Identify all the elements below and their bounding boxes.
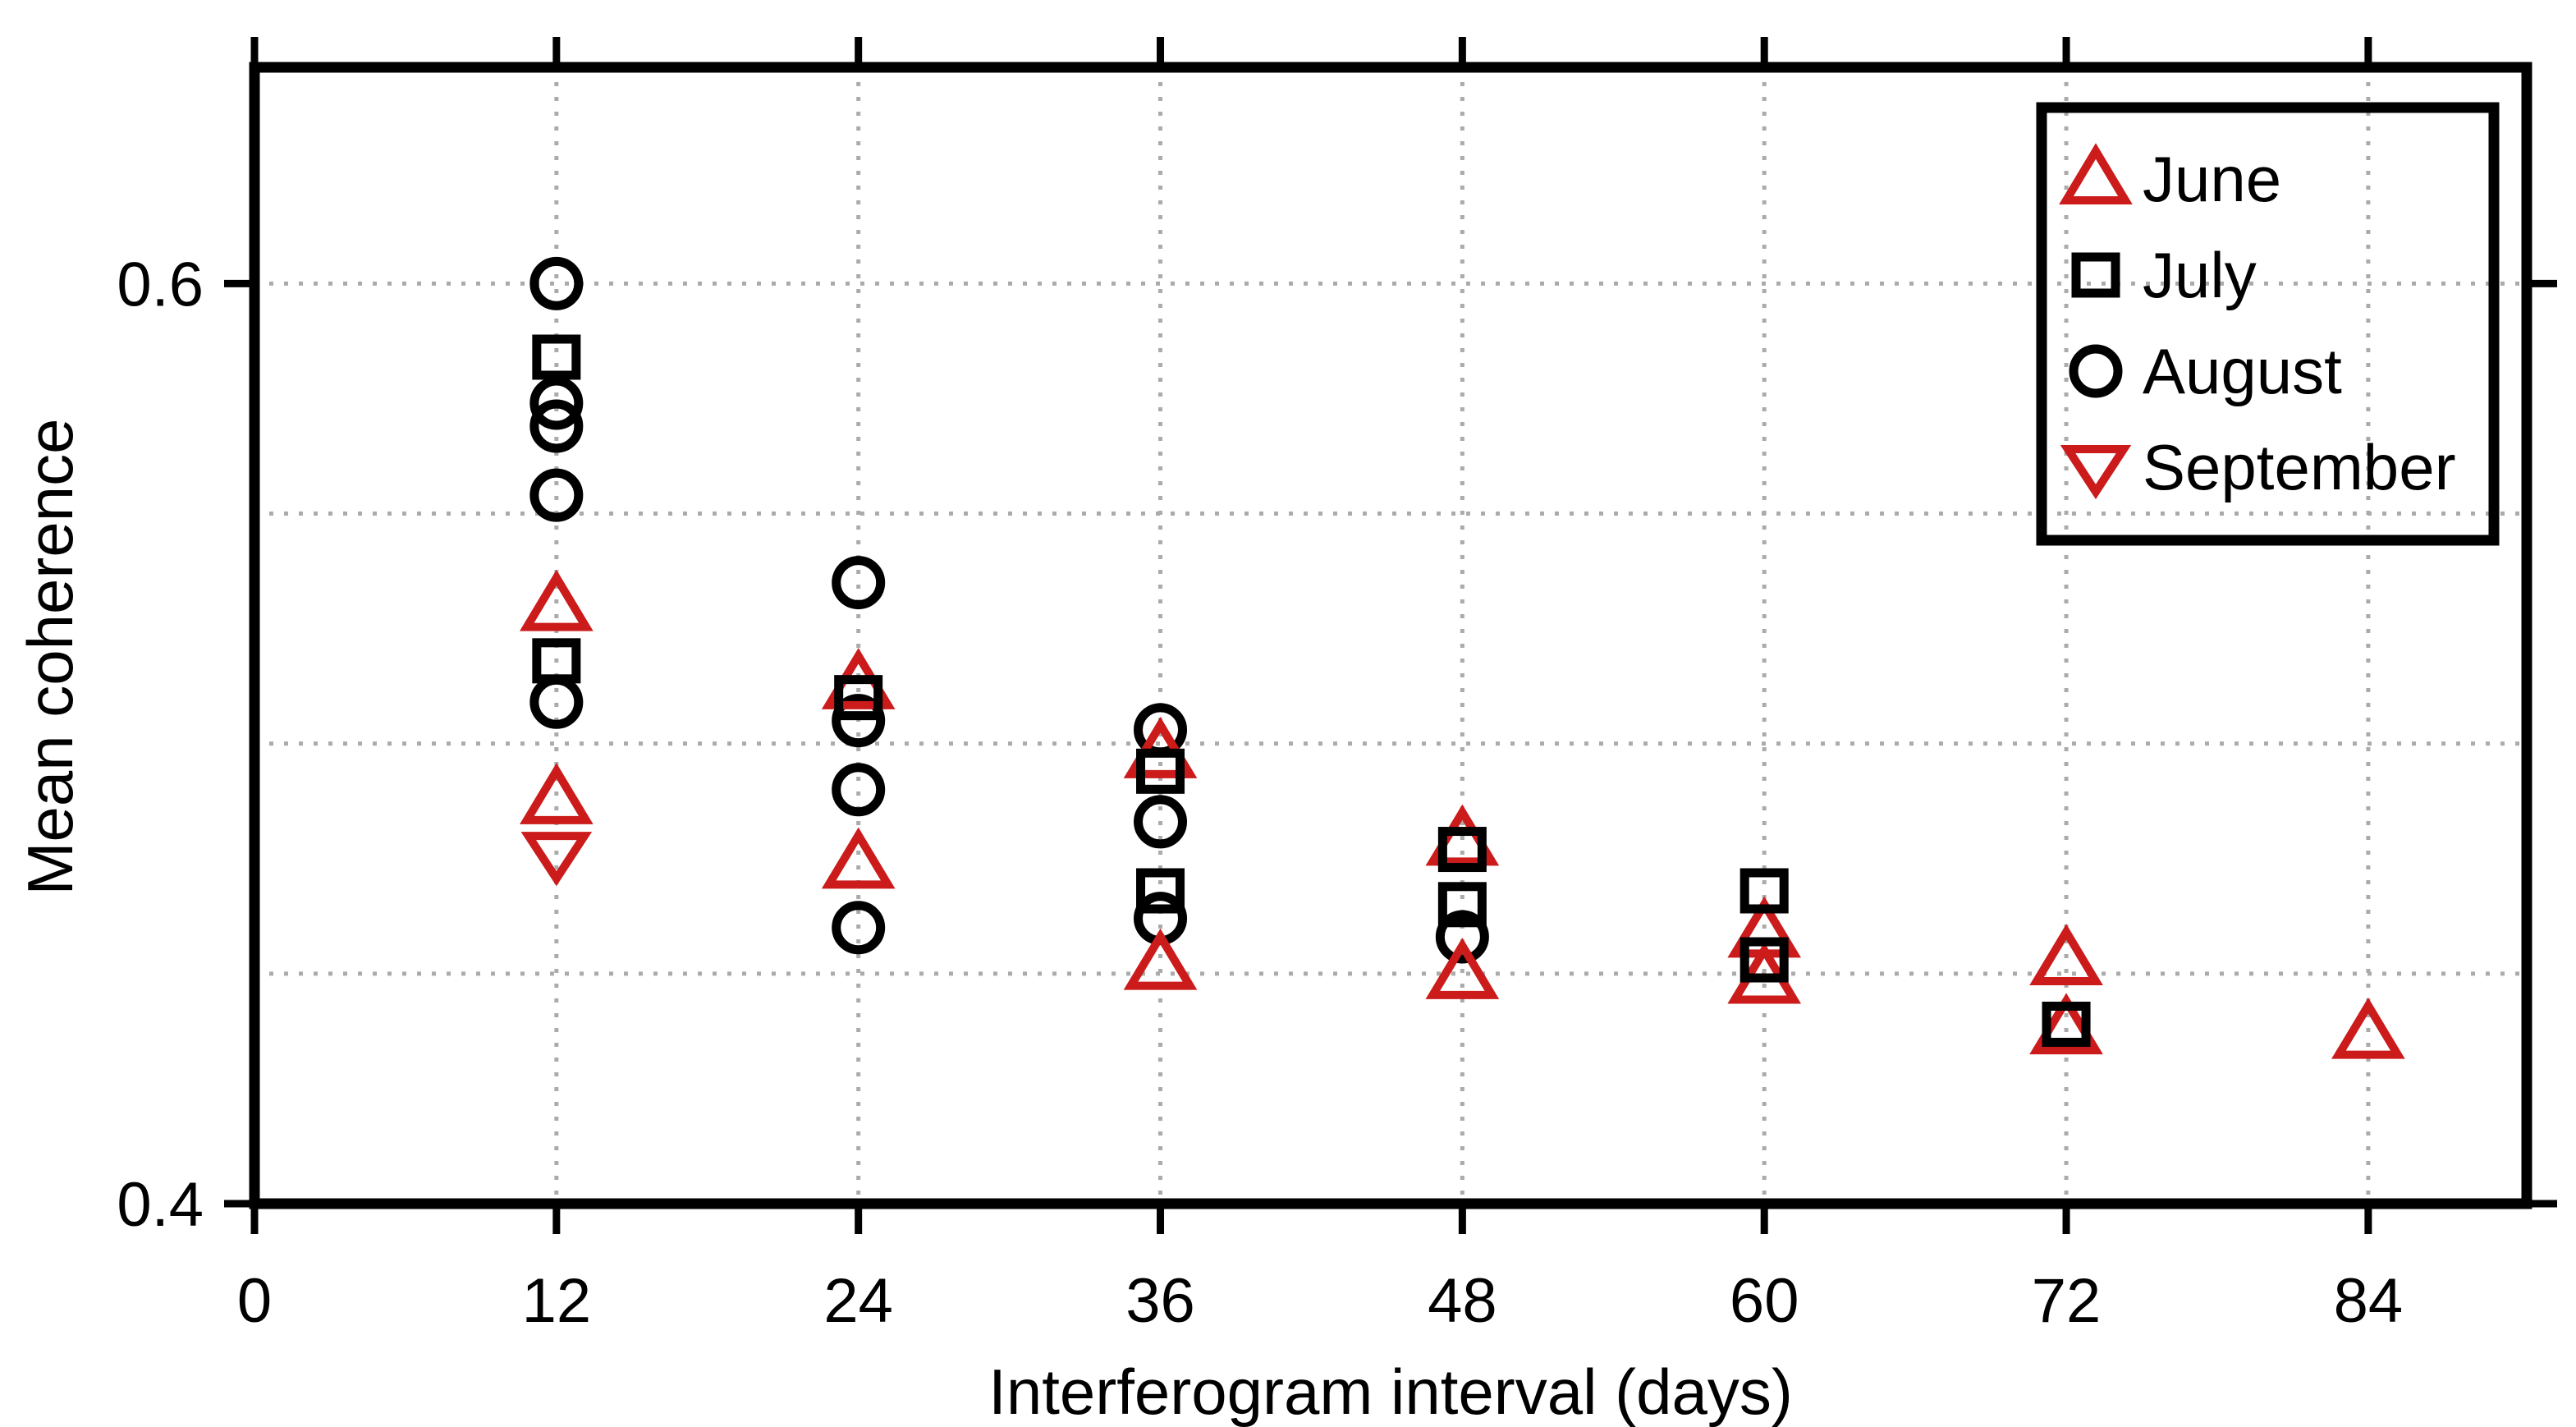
y-tick-label: 0.6 (117, 250, 204, 319)
july-marker (1136, 748, 1185, 794)
june-marker (2029, 924, 2103, 986)
legend-entry-july: July (2071, 239, 2257, 311)
legend-entry-september: September (2060, 431, 2456, 503)
july-marker (1739, 868, 1789, 914)
y-axis-title: Mean coherence (14, 418, 86, 895)
axis-ticks (224, 37, 2557, 1234)
june-marker (520, 569, 594, 631)
x-tick-label: 72 (2032, 1266, 2102, 1336)
y-tick-label: 0.4 (117, 1170, 204, 1240)
september-marker (520, 832, 593, 887)
x-tick-label: 60 (1730, 1266, 1799, 1336)
july-marker (532, 638, 581, 684)
august-marker (529, 376, 584, 430)
x-tick-label: 36 (1125, 1266, 1195, 1336)
data-markers (520, 256, 2405, 1059)
legend-june-marker (2059, 143, 2133, 204)
legend-entry-august: August (2069, 335, 2342, 407)
august-marker (1134, 795, 1188, 849)
august-marker (832, 694, 886, 748)
gridlines (254, 67, 2527, 1204)
legend-july-marker (2071, 252, 2120, 298)
august-marker (832, 901, 886, 955)
plot-frame (249, 62, 2532, 1209)
x-tick-label: 24 (823, 1266, 893, 1336)
august-marker (529, 468, 584, 522)
august-marker (1435, 910, 1489, 964)
legend-august-marker (2069, 344, 2123, 398)
legend-label-june: June (2143, 143, 2281, 215)
august-marker (832, 763, 886, 817)
legend-label-september: September (2143, 431, 2456, 503)
june-marker (1123, 928, 1198, 990)
june-marker (2029, 993, 2103, 1055)
legend-box (2036, 102, 2500, 546)
june-marker (2331, 997, 2405, 1059)
august-marker (832, 556, 886, 610)
legend-label-august: August (2143, 335, 2342, 407)
july-marker (1437, 827, 1487, 873)
x-tick-label: 48 (1428, 1266, 1497, 1336)
june-marker (520, 763, 594, 824)
series-june (520, 569, 2405, 1059)
june-marker (1425, 804, 1500, 866)
series-august (529, 256, 1489, 964)
legend-label-july: July (2143, 239, 2257, 311)
tick-labels: 0 12 24 36 48 60 72 84 0.4 0.6 (117, 250, 2403, 1336)
series-september (520, 832, 593, 887)
july-marker (2042, 1001, 2091, 1047)
frame-rect (249, 62, 2532, 1209)
june-marker (821, 827, 896, 889)
x-axis-title: Interferogram interval (days) (988, 1356, 1793, 1427)
legend: June July August September (2036, 102, 2500, 546)
june-marker (1425, 938, 1500, 999)
august-marker (529, 256, 584, 310)
x-tick-label: 12 (522, 1266, 592, 1336)
x-tick-label: 84 (2334, 1266, 2404, 1336)
august-marker (529, 399, 584, 453)
july-marker (834, 675, 883, 721)
july-marker (532, 334, 581, 380)
july-marker (1739, 937, 1789, 983)
x-tick-label: 0 (237, 1266, 272, 1336)
legend-september-marker (2060, 445, 2132, 500)
july-marker (1437, 882, 1487, 928)
july-marker (1136, 868, 1185, 914)
series-july (532, 334, 2091, 1047)
legend-entry-june: June (2059, 143, 2281, 215)
